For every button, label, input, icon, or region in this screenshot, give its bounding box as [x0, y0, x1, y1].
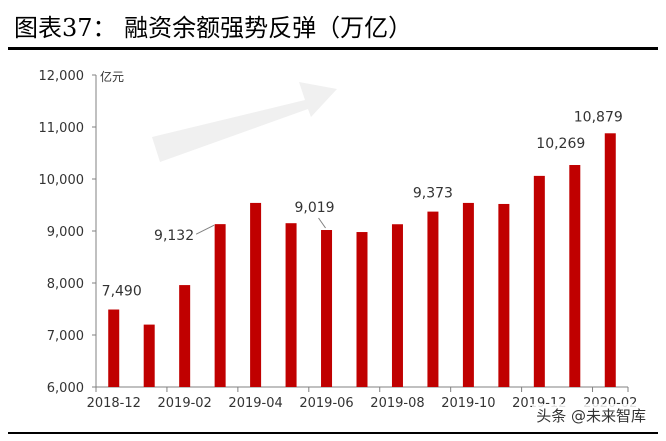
bar-2019-10 — [462, 202, 474, 387]
data-label-2020-01: 10,269 — [536, 136, 585, 152]
data-label-2019-03: 9,132 — [154, 228, 194, 244]
data-label-2018-12: 7,490 — [102, 284, 142, 300]
x-axis: 2018-12 2019-02 2019-04 2019-06 2019-08 2019-… — [87, 386, 637, 411]
bar-2019-09 — [427, 211, 439, 387]
bar-2020-02 — [604, 133, 616, 387]
bar-2018-12 — [108, 309, 120, 387]
trend-arrow-icon — [152, 82, 337, 162]
x-tick-label: 2019-10 — [441, 396, 495, 411]
bottom-rule — [8, 432, 658, 434]
x-tick-label: 2019-08 — [370, 396, 424, 411]
y-tick-label: 11,000 — [39, 121, 85, 136]
chart-title: 图表37： 融资余额强势反弹（万亿） — [14, 14, 413, 42]
bar-2019-11 — [498, 203, 510, 387]
title-underline — [8, 47, 658, 50]
y-tick-label: 6,000 — [47, 381, 84, 396]
data-label-leader — [195, 224, 215, 235]
bar-2019-07 — [356, 232, 368, 387]
bar-2019-12 — [533, 175, 545, 387]
bar-2019-01 — [143, 324, 155, 387]
bar-2019-02 — [179, 285, 191, 387]
y-tick-label: 9,000 — [47, 225, 84, 240]
data-label-2019-06: 9,019 — [294, 200, 334, 216]
bar-2019-04 — [250, 202, 262, 387]
watermark: 头条 @未来智库 — [532, 404, 650, 427]
data-label-2020-02: 10,879 — [574, 109, 623, 125]
y-tick-label: 12,000 — [39, 69, 85, 84]
x-tick-label: 2019-04 — [228, 396, 282, 411]
y-tick-label: 10,000 — [39, 173, 85, 188]
bars — [108, 133, 616, 387]
y-tick-label: 8,000 — [47, 277, 84, 292]
y-axis-unit: 亿元 — [100, 69, 124, 84]
data-labels: 7,490 9,132 9,019 9,373 10,269 10,879 — [102, 109, 623, 299]
bar-2019-08 — [391, 224, 403, 387]
bar-2019-06 — [321, 230, 333, 387]
data-label-2019-09: 9,373 — [413, 186, 453, 202]
x-tick-label: 2019-06 — [299, 396, 353, 411]
y-axis: 6,000 7,000 8,000 9,000 10,000 11,000 12,000 — [39, 69, 97, 396]
x-tick-label: 2018-12 — [87, 396, 141, 411]
bar-2019-03 — [214, 224, 226, 387]
bar-2020-01 — [569, 165, 581, 387]
bar-2019-05 — [285, 223, 297, 387]
y-tick-label: 7,000 — [47, 329, 84, 344]
data-label-leader — [318, 217, 326, 229]
x-tick-label: 2019-02 — [158, 396, 212, 411]
